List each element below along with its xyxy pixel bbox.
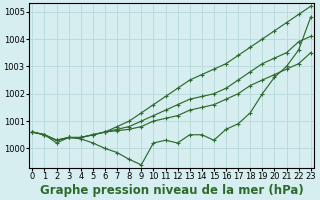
X-axis label: Graphe pression niveau de la mer (hPa): Graphe pression niveau de la mer (hPa): [40, 184, 303, 197]
